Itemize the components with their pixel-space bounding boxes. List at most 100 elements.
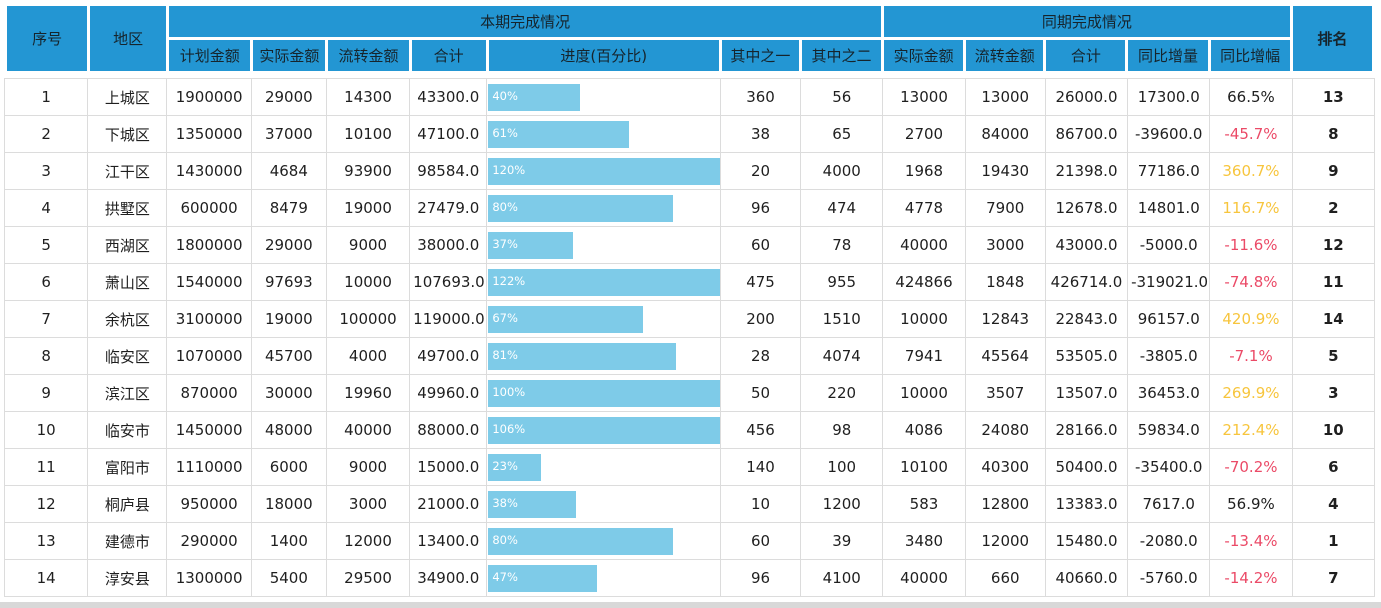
cell-part-two: 98 <box>800 411 884 449</box>
cell-yoy-rate: -7.1% <box>1209 337 1293 375</box>
progress-bar: 47% <box>488 564 597 592</box>
progress-label: 67% <box>492 311 518 326</box>
progress-bar: 120% <box>488 157 720 185</box>
cell-actual-amount: 18000 <box>250 485 327 523</box>
cell-progress: 47% <box>486 559 721 597</box>
cell-prior-actual-amount: 10000 <box>882 300 966 338</box>
header-prior-total: 合计 <box>1043 37 1129 74</box>
cell-total: 49960.0 <box>409 374 488 412</box>
cell-prior-actual-amount: 4778 <box>882 189 966 227</box>
cell-prior-actual-amount: 3480 <box>882 522 966 560</box>
table-rows: 1 上城区 1900000 29000 14300 43300.0 40% 360 56 1300… <box>3 78 1376 597</box>
cell-seq: 6 <box>3 263 89 301</box>
progress-bar: 67% <box>488 305 644 333</box>
cell-transfer-amount: 100000 <box>325 300 411 338</box>
cell-part-two: 1200 <box>800 485 884 523</box>
progress-bar: 38% <box>488 490 576 518</box>
cell-rank: 3 <box>1291 374 1376 412</box>
cell-transfer-amount: 29500 <box>325 559 411 597</box>
cell-transfer-amount: 10100 <box>325 115 411 153</box>
cell-total: 43300.0 <box>409 78 488 116</box>
cell-prior-transfer-amount: 24080 <box>964 411 1046 449</box>
cell-total: 13400.0 <box>409 522 488 560</box>
cell-yoy-delta: 14801.0 <box>1127 189 1211 227</box>
cell-progress: 80% <box>486 522 721 560</box>
cell-prior-total: 426714.0 <box>1044 263 1129 301</box>
cell-prior-total: 13383.0 <box>1044 485 1129 523</box>
progress-label: 120% <box>492 163 526 178</box>
cell-prior-total: 40660.0 <box>1044 559 1129 597</box>
cell-prior-actual-amount: 4086 <box>882 411 966 449</box>
bottom-strip <box>0 602 1381 608</box>
progress-label: 80% <box>492 200 518 215</box>
cell-prior-transfer-amount: 3000 <box>964 226 1046 264</box>
cell-transfer-amount: 3000 <box>325 485 411 523</box>
table-row: 10 临安市 1450000 48000 40000 88000.0 106% 456 98 40… <box>3 411 1376 449</box>
progress-bar: 37% <box>488 231 574 259</box>
cell-rank: 13 <box>1291 78 1376 116</box>
cell-transfer-amount: 12000 <box>325 522 411 560</box>
cell-plan-amount: 290000 <box>166 522 252 560</box>
cell-actual-amount: 29000 <box>250 78 327 116</box>
cell-plan-amount: 1110000 <box>166 448 252 486</box>
cell-part-one: 28 <box>719 337 802 375</box>
table-row: 6 萧山区 1540000 97693 10000 107693.0 122% 475 955 4… <box>3 263 1376 301</box>
cell-actual-amount: 5400 <box>250 559 327 597</box>
cell-plan-amount: 870000 <box>166 374 252 412</box>
cell-region: 淳安县 <box>87 559 168 597</box>
cell-part-one: 360 <box>719 78 802 116</box>
cell-total: 107693.0 <box>409 263 488 301</box>
header-yoy-delta: 同比增量 <box>1125 37 1211 74</box>
cell-plan-amount: 950000 <box>166 485 252 523</box>
cell-part-two: 4100 <box>800 559 884 597</box>
cell-progress: 81% <box>486 337 721 375</box>
cell-region: 萧山区 <box>87 263 168 301</box>
cell-prior-total: 21398.0 <box>1044 152 1129 190</box>
cell-prior-actual-amount: 40000 <box>882 226 966 264</box>
cell-progress: 80% <box>486 189 721 227</box>
cell-yoy-rate: 66.5% <box>1209 78 1293 116</box>
table-row: 3 江干区 1430000 4684 93900 98584.0 120% 20 4000 196… <box>3 152 1376 190</box>
header-prior-actual-amount: 实际金额 <box>881 37 967 74</box>
cell-region: 滨江区 <box>87 374 168 412</box>
cell-progress: 100% <box>486 374 721 412</box>
cell-prior-total: 12678.0 <box>1044 189 1129 227</box>
cell-part-two: 4074 <box>800 337 884 375</box>
table-row: 7 余杭区 3100000 19000 100000 119000.0 67% 200 1510… <box>3 300 1376 338</box>
cell-progress: 106% <box>486 411 721 449</box>
cell-actual-amount: 30000 <box>250 374 327 412</box>
cell-rank: 8 <box>1291 115 1376 153</box>
table-row: 1 上城区 1900000 29000 14300 43300.0 40% 360 56 1300… <box>3 78 1376 116</box>
cell-yoy-delta: -5760.0 <box>1127 559 1211 597</box>
cell-part-one: 200 <box>719 300 802 338</box>
cell-prior-total: 50400.0 <box>1044 448 1129 486</box>
cell-actual-amount: 4684 <box>250 152 327 190</box>
cell-yoy-delta: 17300.0 <box>1127 78 1211 116</box>
cell-prior-transfer-amount: 7900 <box>964 189 1046 227</box>
progress-label: 61% <box>492 126 518 141</box>
cell-seq: 1 <box>3 78 89 116</box>
progress-label: 80% <box>492 533 518 548</box>
cell-seq: 7 <box>3 300 89 338</box>
cell-region: 临安区 <box>87 337 168 375</box>
cell-progress: 37% <box>486 226 721 264</box>
cell-prior-actual-amount: 10000 <box>882 374 966 412</box>
cell-yoy-delta: -39600.0 <box>1127 115 1211 153</box>
report-table-body: 1 上城区 1900000 29000 14300 43300.0 40% 360 56 1300… <box>3 78 1376 597</box>
progress-label: 100% <box>492 385 526 400</box>
cell-prior-actual-amount: 10100 <box>882 448 966 486</box>
cell-part-two: 220 <box>800 374 884 412</box>
cell-prior-transfer-amount: 3507 <box>964 374 1046 412</box>
progress-label: 106% <box>492 422 526 437</box>
cell-prior-total: 22843.0 <box>1044 300 1129 338</box>
progress-label: 37% <box>492 237 518 252</box>
cell-rank: 7 <box>1291 559 1376 597</box>
cell-region: 余杭区 <box>87 300 168 338</box>
cell-rank: 12 <box>1291 226 1376 264</box>
cell-total: 34900.0 <box>409 559 488 597</box>
cell-yoy-delta: -3805.0 <box>1127 337 1211 375</box>
cell-yoy-delta: 7617.0 <box>1127 485 1211 523</box>
cell-rank: 5 <box>1291 337 1376 375</box>
cell-plan-amount: 3100000 <box>166 300 252 338</box>
cell-total: 98584.0 <box>409 152 488 190</box>
